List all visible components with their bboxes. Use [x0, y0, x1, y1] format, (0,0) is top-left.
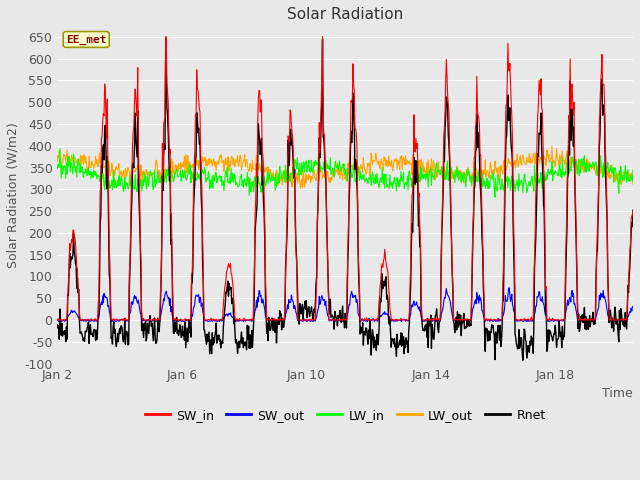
Rnet	[479, 247, 486, 252]
LW_out	[460, 178, 467, 183]
Rnet	[519, 358, 527, 363]
SW_out	[451, 317, 458, 323]
Rnet	[209, 342, 217, 348]
SW_out	[586, 317, 594, 323]
Line: LW_in: LW_in	[58, 149, 633, 197]
LW_in	[491, 194, 499, 200]
LW_out	[54, 158, 61, 164]
SW_out	[460, 316, 467, 322]
SW_in	[54, 317, 61, 323]
Text: EE_met: EE_met	[66, 35, 106, 45]
SW_in	[479, 238, 486, 243]
LW_in	[629, 166, 637, 172]
SW_in	[162, 34, 170, 40]
LW_out	[629, 181, 637, 187]
LW_out	[296, 186, 304, 192]
Rnet	[54, 322, 61, 328]
SW_in	[545, 317, 552, 323]
LW_in	[460, 178, 467, 184]
SW_in	[460, 316, 467, 322]
Line: Rnet: Rnet	[58, 39, 633, 360]
Rnet	[451, 322, 458, 327]
Line: LW_out: LW_out	[58, 146, 633, 189]
LW_in	[479, 171, 486, 177]
Rnet	[460, 316, 467, 322]
Rnet	[319, 36, 326, 42]
SW_in	[629, 208, 637, 214]
LW_in	[586, 164, 594, 170]
LW_out	[548, 143, 556, 149]
LW_in	[54, 166, 61, 171]
Text: Time: Time	[602, 387, 633, 400]
SW_out	[55, 319, 63, 324]
LW_out	[586, 162, 594, 168]
LW_in	[545, 171, 553, 177]
LW_out	[545, 151, 552, 157]
SW_out	[629, 303, 637, 309]
LW_out	[479, 171, 486, 177]
SW_out	[545, 319, 553, 324]
Y-axis label: Solar Radiation (W/m2): Solar Radiation (W/m2)	[7, 122, 20, 268]
Rnet	[629, 207, 637, 213]
Line: SW_out: SW_out	[58, 288, 633, 322]
LW_in	[210, 173, 218, 179]
SW_in	[210, 316, 218, 322]
Legend: SW_in, SW_out, LW_in, LW_out, Rnet: SW_in, SW_out, LW_in, LW_out, Rnet	[140, 404, 551, 427]
SW_out	[479, 308, 486, 314]
LW_out	[451, 168, 458, 174]
Title: Solar Radiation: Solar Radiation	[287, 7, 403, 22]
SW_in	[451, 316, 458, 322]
Line: SW_in: SW_in	[58, 37, 633, 320]
Rnet	[545, 327, 553, 333]
SW_in	[586, 316, 593, 322]
SW_out	[54, 317, 61, 323]
LW_in	[451, 172, 458, 178]
SW_out	[506, 285, 513, 290]
LW_out	[209, 160, 217, 166]
LW_in	[56, 146, 64, 152]
SW_out	[210, 317, 218, 323]
Rnet	[586, 324, 594, 330]
